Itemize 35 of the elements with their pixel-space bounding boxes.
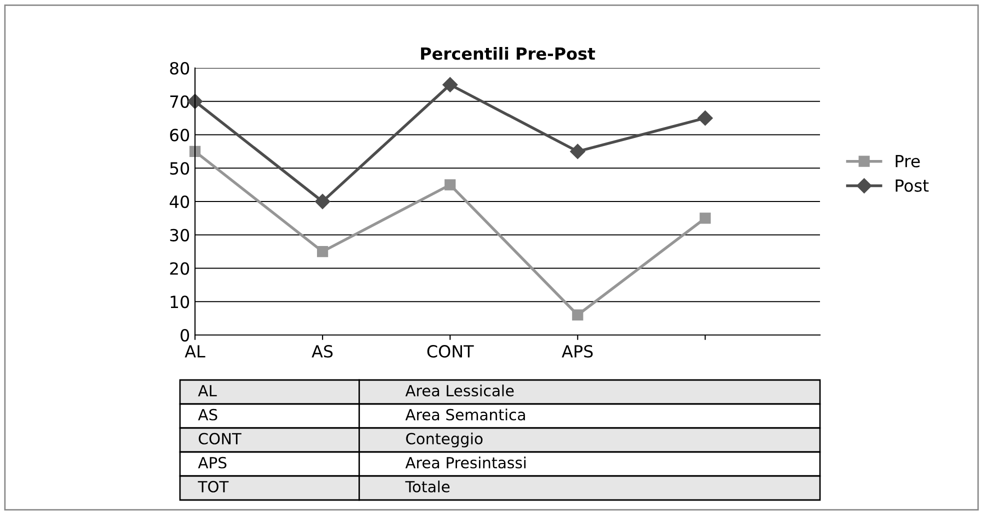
- point: [314, 194, 330, 210]
- point: [700, 212, 711, 224]
- text: Area Semantica: [405, 408, 525, 420]
- y-tick-label: 50: [170, 162, 190, 175]
- text: TOT: [198, 480, 229, 492]
- point: [444, 179, 456, 190]
- y-tick-label: 10: [170, 296, 190, 308]
- y-tick-label: 40: [170, 195, 190, 208]
- y-tick-label: 0: [180, 328, 190, 342]
- y-tick-label: 70: [170, 95, 190, 108]
- text: AS: [198, 408, 218, 420]
- y-tick-label: 30: [170, 228, 190, 242]
- text: Conteggio: [406, 432, 483, 448]
- y-tick-label: 60: [170, 128, 190, 142]
- point: [316, 246, 328, 258]
- point: [442, 77, 458, 92]
- point: [572, 309, 584, 321]
- y-tick-label: 80: [170, 62, 190, 75]
- x-tick-label: APS: [562, 345, 593, 358]
- text: Area Presintassi: [405, 456, 526, 468]
- legend-label: Post: [896, 179, 929, 192]
- x-tick-label: AS: [312, 345, 333, 358]
- x-tick-label: AL: [184, 345, 206, 358]
- text: Totale: [405, 480, 450, 492]
- point: [698, 110, 713, 126]
- point: [189, 146, 201, 157]
- text: Area Lessicale: [405, 384, 514, 396]
- text: APS: [198, 456, 226, 468]
- legend-label: Pre: [896, 155, 920, 168]
- y-tick-label: 20: [170, 262, 190, 275]
- chart-title: Percentili Pre-Post: [421, 47, 596, 60]
- x-tick-label: CONT: [427, 345, 474, 358]
- point: [570, 144, 586, 160]
- text: CONT: [198, 432, 242, 444]
- text: AL: [198, 385, 217, 396]
